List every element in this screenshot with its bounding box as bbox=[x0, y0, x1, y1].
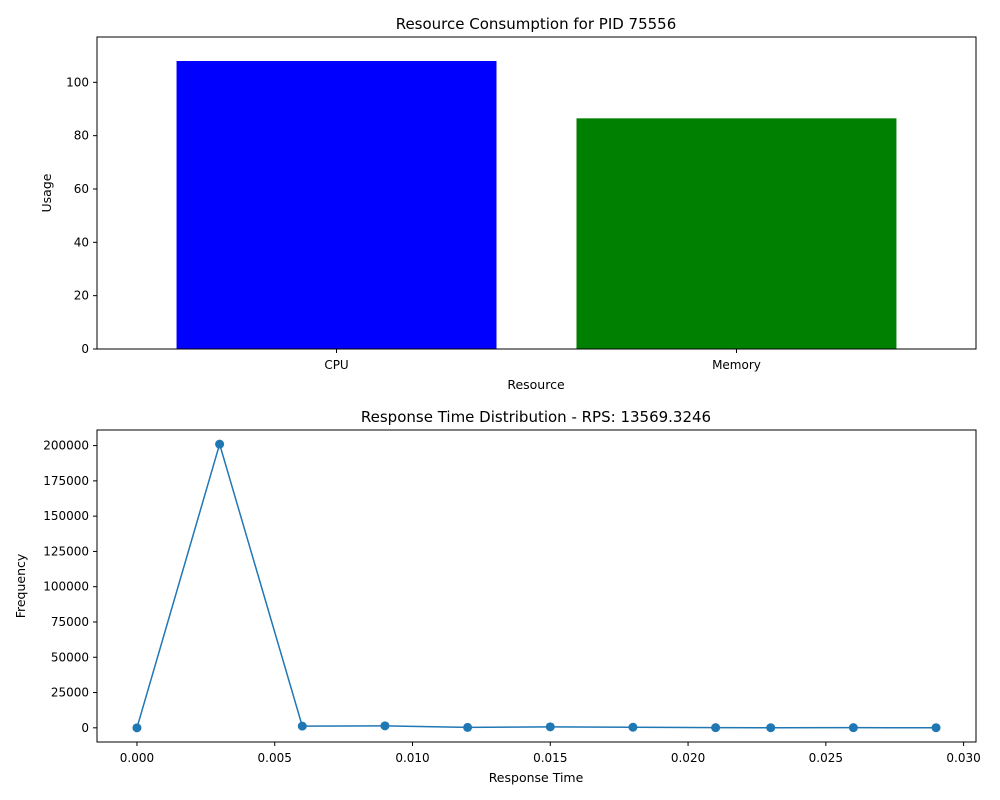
bar-chart: Resource Consumption for PID 75556 CPU Me… bbox=[39, 15, 977, 392]
series-line bbox=[136, 441, 937, 729]
bar-y-ticks: 0 20 40 60 80 100 bbox=[66, 75, 97, 356]
line-y-tick-label: 125000 bbox=[43, 544, 89, 558]
bar-x-tick-label: Memory bbox=[712, 358, 761, 372]
bar-marks bbox=[176, 61, 897, 349]
data-point bbox=[463, 722, 473, 732]
line-y-tick-label: 75000 bbox=[51, 615, 89, 629]
line-y-tick-label: 150000 bbox=[43, 509, 89, 523]
bar-x-ticks: CPU Memory bbox=[324, 349, 761, 372]
data-point bbox=[215, 439, 225, 449]
bar-y-tick-label: 0 bbox=[81, 342, 89, 356]
bar-y-tick-label: 40 bbox=[74, 235, 89, 249]
data-point bbox=[848, 723, 858, 733]
line-y-tick-label: 175000 bbox=[43, 474, 89, 488]
data-point bbox=[711, 723, 721, 733]
bar-x-axis-label: Resource bbox=[507, 377, 565, 392]
line-x-tick-label: 0.020 bbox=[671, 751, 705, 765]
bar-memory bbox=[576, 118, 897, 349]
data-point bbox=[766, 723, 776, 733]
data-point bbox=[297, 721, 307, 731]
line-chart-frame bbox=[96, 429, 977, 743]
line-y-ticks: 0 25000 50000 75000 100000 125000 150000 175000… bbox=[43, 439, 97, 735]
line-x-tick-label: 0.030 bbox=[946, 751, 980, 765]
data-point bbox=[628, 722, 638, 732]
line-x-tick-label: 0.015 bbox=[533, 751, 567, 765]
bar-y-tick-label: 80 bbox=[74, 129, 89, 143]
data-point bbox=[545, 722, 555, 732]
bar-y-axis-label: Usage bbox=[39, 173, 54, 212]
line-x-tick-label: 0.025 bbox=[809, 751, 843, 765]
bar-y-tick-label: 20 bbox=[74, 289, 89, 303]
line-y-tick-label: 100000 bbox=[43, 580, 89, 594]
line-y-tick-label: 0 bbox=[81, 721, 89, 735]
bar-chart-frame bbox=[96, 36, 977, 350]
line-y-tick-label: 25000 bbox=[51, 686, 89, 700]
bar-cpu bbox=[176, 61, 497, 349]
line-marks bbox=[132, 439, 941, 733]
line-x-tick-label: 0.000 bbox=[120, 751, 154, 765]
bar-y-tick-label: 100 bbox=[66, 75, 89, 89]
bar-y-tick-label: 60 bbox=[74, 182, 89, 196]
bar-x-tick-label: CPU bbox=[324, 358, 348, 372]
data-point bbox=[132, 723, 142, 733]
line-y-tick-label: 200000 bbox=[43, 439, 89, 453]
data-point bbox=[931, 723, 941, 733]
line-y-axis-label: Frequency bbox=[13, 553, 28, 618]
line-chart: Response Time Distribution - RPS: 13569.… bbox=[13, 408, 981, 785]
line-chart-title: Response Time Distribution - RPS: 13569.… bbox=[361, 408, 711, 426]
line-x-tick-label: 0.010 bbox=[395, 751, 429, 765]
line-y-tick-label: 50000 bbox=[51, 650, 89, 664]
line-x-ticks: 0.000 0.005 0.010 0.015 0.020 0.025 0.030 bbox=[120, 742, 981, 765]
data-point bbox=[380, 721, 390, 731]
line-x-tick-label: 0.005 bbox=[258, 751, 292, 765]
line-x-axis-label: Response Time bbox=[489, 770, 584, 785]
bar-chart-title: Resource Consumption for PID 75556 bbox=[396, 15, 677, 33]
